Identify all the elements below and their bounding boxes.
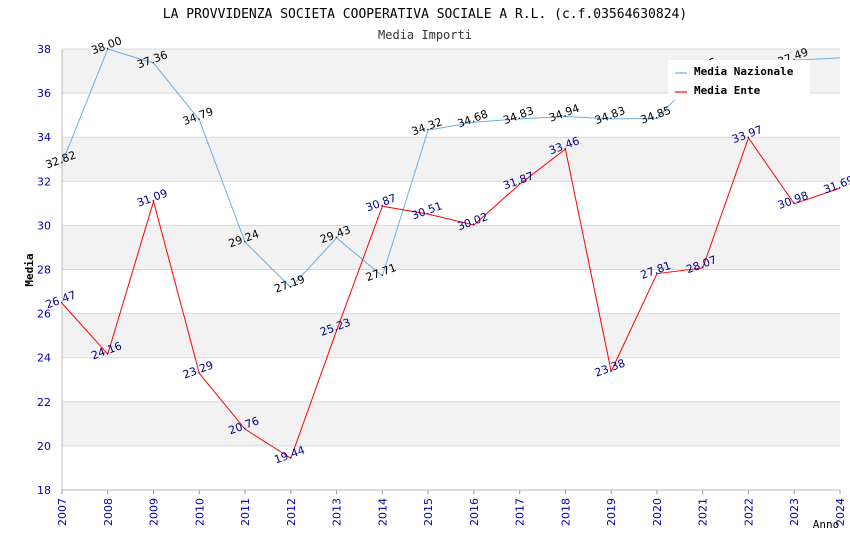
- x-tick-labels: 2007 2008 2009 2010 2011 2012 2013 2014 2015 2016…: [56, 498, 847, 526]
- background-band: [62, 93, 840, 138]
- x-tick-label: 2012: [285, 498, 298, 526]
- chart-title: LA PROVVIDENZA SOCIETA COOPERATIVA SOCIA…: [163, 7, 687, 22]
- series-line-media-ente: [61, 136, 841, 460]
- x-tick-label: 2021: [697, 498, 710, 526]
- y-tick-label: 34: [37, 131, 51, 144]
- background-band: [62, 445, 840, 490]
- x-tick-label: 2016: [468, 498, 481, 526]
- x-tick-label: 2008: [102, 498, 115, 526]
- background-band: [62, 401, 840, 446]
- x-tick-label: 2018: [559, 498, 572, 526]
- x-tick-label: 2020: [651, 498, 664, 526]
- x-tick-label: 2015: [422, 498, 435, 526]
- background-band: [62, 181, 840, 226]
- legend-label-media-nazionale: Media Nazionale: [694, 65, 794, 78]
- background-band: [62, 357, 840, 402]
- x-tick-label: 2023: [788, 498, 801, 526]
- y-tick-label: 32: [37, 175, 51, 188]
- y-tick-label: 22: [37, 396, 51, 409]
- y-tick-label: 20: [37, 440, 51, 453]
- x-tick-label: 2010: [193, 498, 206, 526]
- background-band: [62, 225, 840, 270]
- x-tick-label: 2024: [834, 498, 847, 526]
- y-tick-label: 30: [37, 219, 51, 232]
- x-tick-label: 2013: [331, 498, 344, 526]
- gridlines: [61, 48, 841, 494]
- y-tick-labels: 18 20 22 24 26 28 30 32 34 36 38: [37, 43, 51, 497]
- x-axis-label: Anno: [813, 518, 840, 531]
- background-band: [62, 313, 840, 358]
- x-tick-label: 2011: [239, 498, 252, 526]
- x-tick-label: 2019: [605, 498, 618, 526]
- x-tick-label: 2022: [742, 498, 755, 526]
- legend-label-media-ente: Media Ente: [694, 84, 761, 97]
- legend-box: [668, 60, 810, 100]
- y-axis-label: Media: [23, 253, 36, 286]
- y-tick-label: 26: [37, 308, 51, 321]
- background-band: [62, 269, 840, 314]
- x-tick-label: 2014: [376, 498, 389, 526]
- chart-subtitle: Media Importi: [378, 28, 472, 42]
- x-tick-label: 2017: [514, 498, 527, 526]
- legend: Media Nazionale Media Ente: [668, 60, 810, 100]
- background-band: [62, 137, 840, 182]
- y-tick-label: 38: [37, 43, 51, 56]
- x-tick-label: 2009: [148, 498, 161, 526]
- y-tick-label: 18: [37, 484, 51, 497]
- x-tick-label: 2007: [56, 498, 69, 526]
- y-tick-label: 36: [37, 87, 51, 100]
- y-tick-label: 28: [37, 264, 51, 277]
- y-tick-label: 24: [37, 352, 51, 365]
